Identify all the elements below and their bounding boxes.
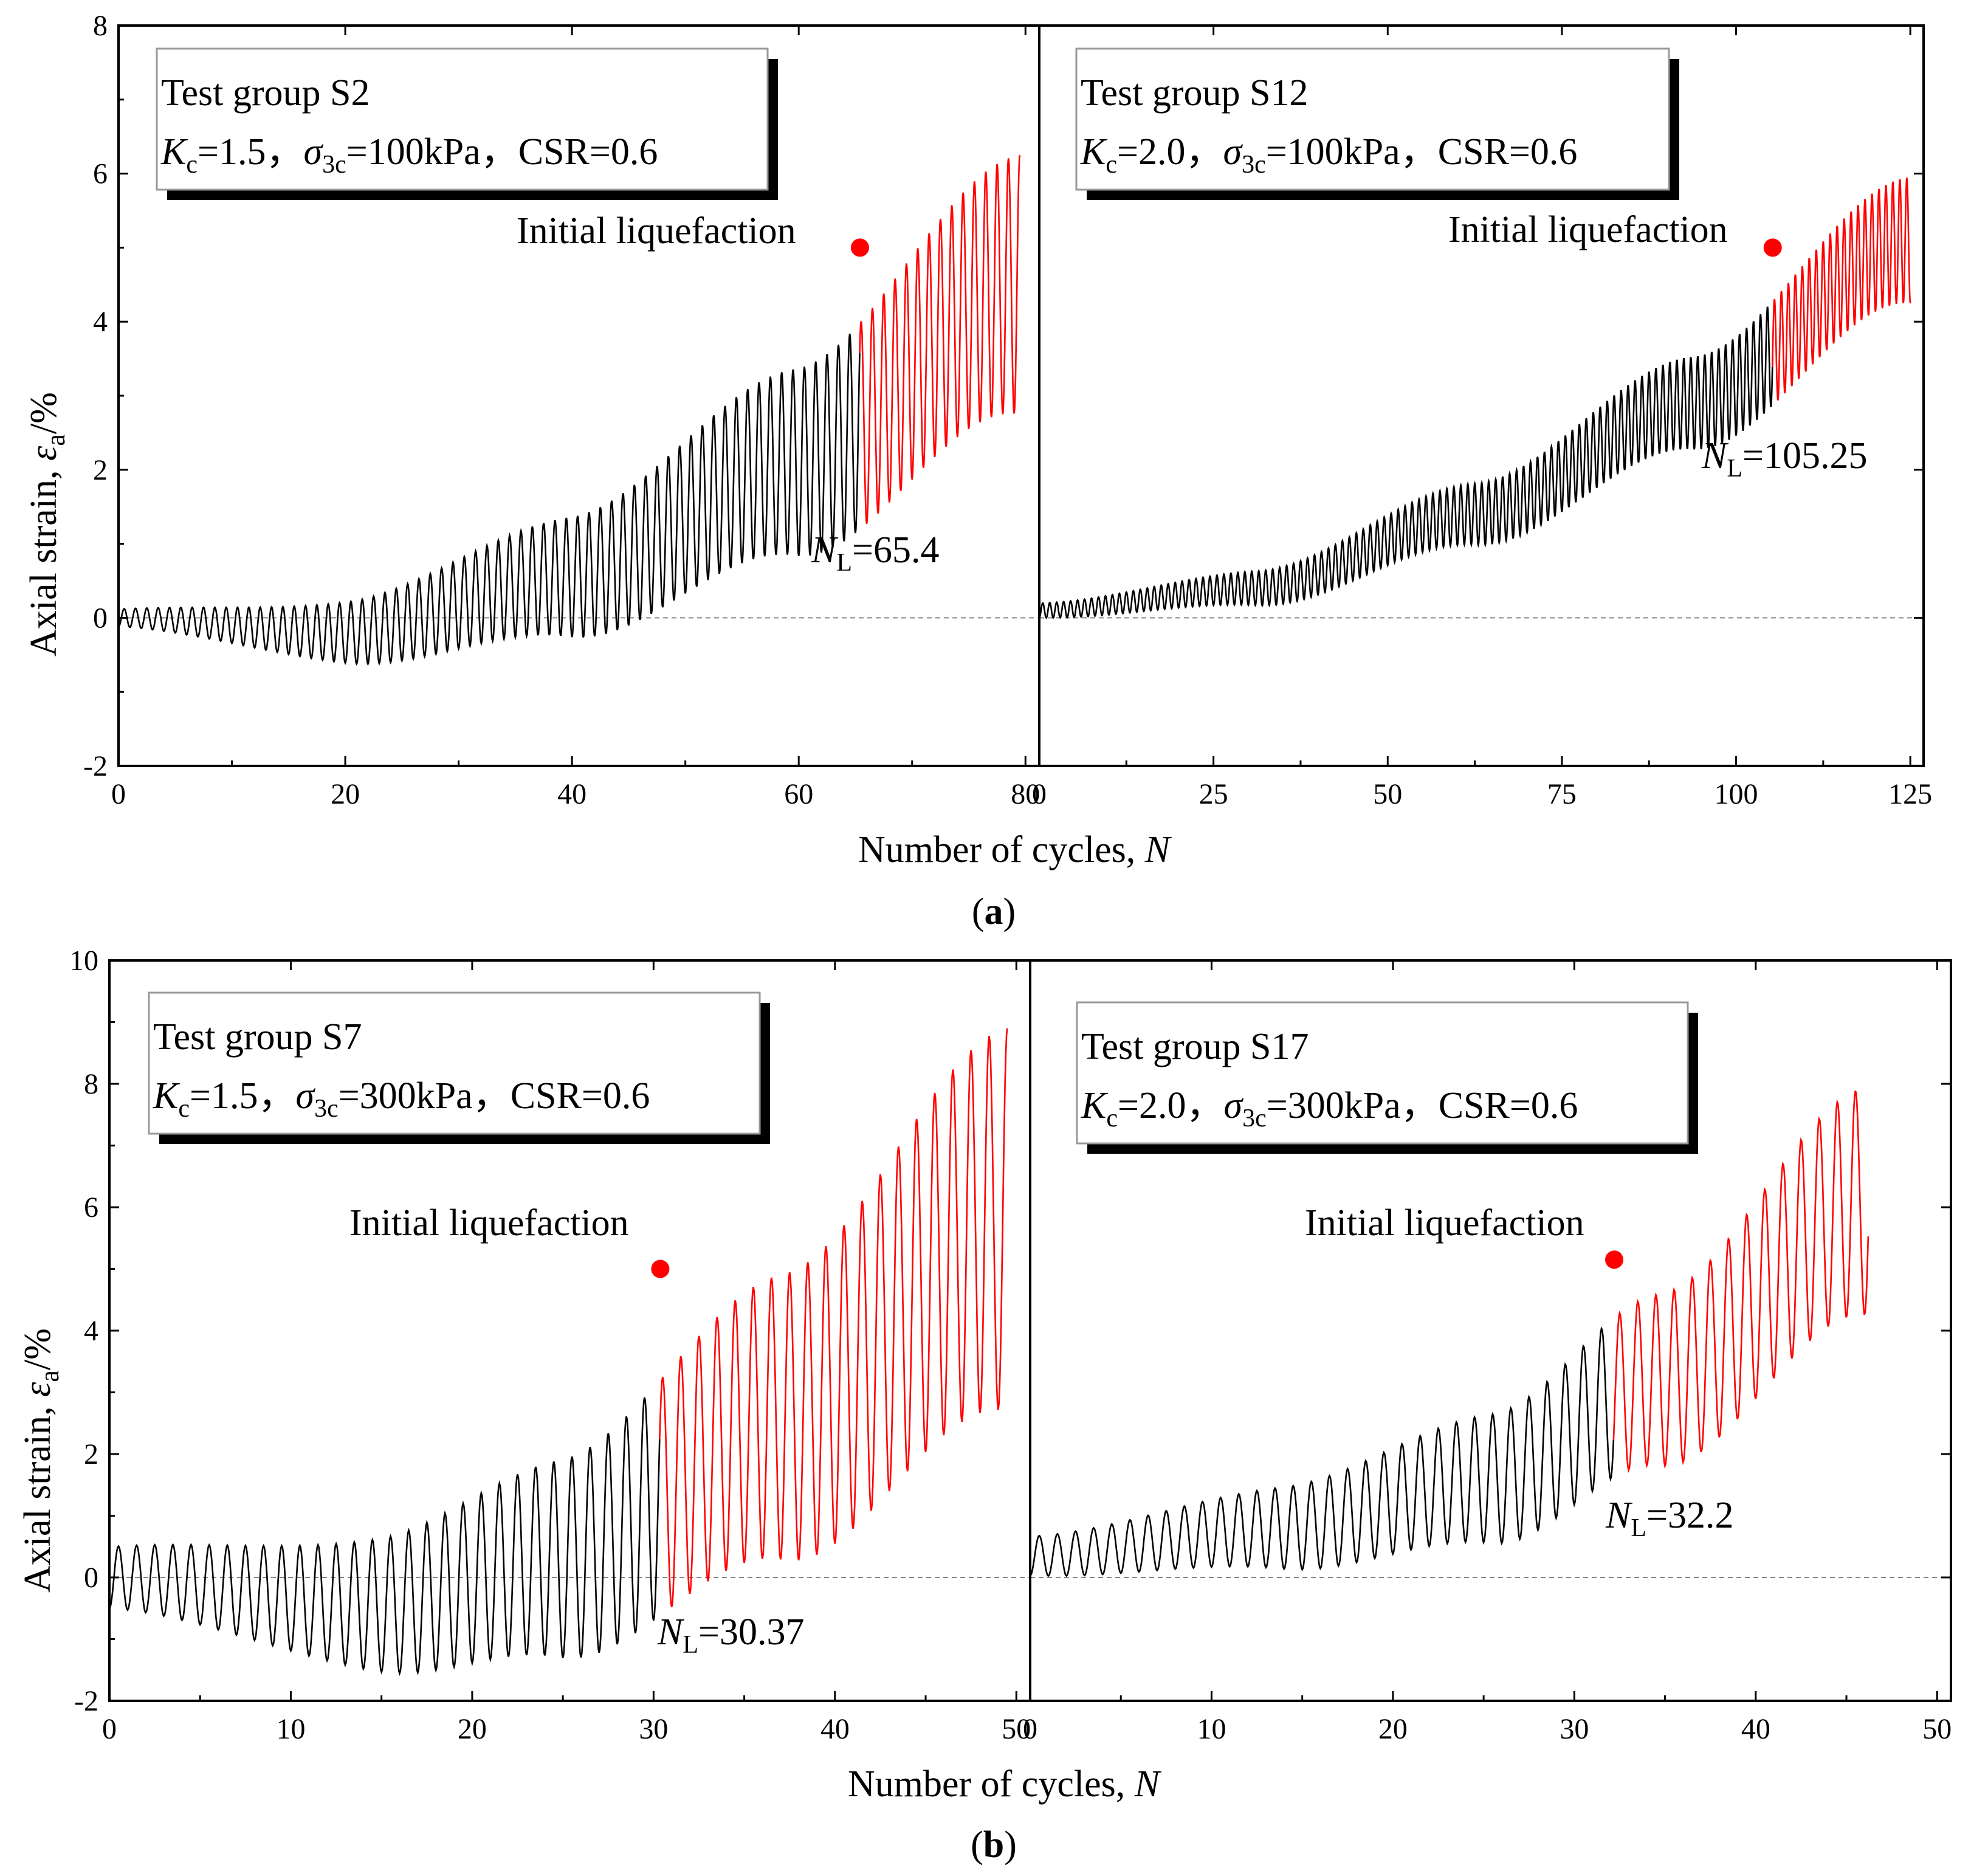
nl-label-s7: NL=30.37 xyxy=(657,1611,804,1659)
legend-title-s7: Test group S7 xyxy=(153,1016,362,1058)
liquefaction-point-s2 xyxy=(850,238,869,257)
annotation-initial-liquefaction-s7: Initial liquefaction xyxy=(349,1202,629,1244)
x-tick-label: 0 xyxy=(102,1713,117,1745)
x-tick-label: 40 xyxy=(820,1713,850,1745)
x-tick-label: 100 xyxy=(1715,778,1758,810)
legend-params-s7: Kc=1.5，σ3c=300kPa，CSR=0.6 xyxy=(153,1075,650,1123)
strain-curve-pre-liquefaction xyxy=(108,1397,661,1677)
curves-a-s2 xyxy=(118,155,1039,666)
y-tick-label: 0 xyxy=(84,1562,98,1594)
x-tick-label: 0 xyxy=(1023,1713,1037,1745)
x-tick-label: 30 xyxy=(639,1713,668,1745)
x-axis-title-a: Number of cycles, N xyxy=(858,829,1172,870)
annotation-initial-liquefaction-s17: Initial liquefaction xyxy=(1305,1202,1584,1244)
x-tick-label: 20 xyxy=(1378,1713,1408,1745)
y-tick-label: 4 xyxy=(84,1315,98,1347)
x-tick-label: 40 xyxy=(1741,1713,1770,1745)
y-tick-label: -2 xyxy=(83,750,108,782)
legend-title-s17: Test group S17 xyxy=(1081,1026,1309,1067)
x-tick-label: 80 xyxy=(1011,778,1040,810)
x-tick-label: 125 xyxy=(1888,778,1932,810)
caption-b: (b) xyxy=(971,1824,1017,1866)
legend-params-s17: Kc=2.0，σ3c=300kPa，CSR=0.6 xyxy=(1081,1085,1578,1132)
y-tick-label: 8 xyxy=(84,1068,98,1100)
legend-box-s2: Test group S2 Kc=1.5，σ3c=100kPa，CSR=0.6 xyxy=(156,47,778,200)
annotation-initial-liquefaction-s2: Initial liquefaction xyxy=(517,210,796,252)
x-tick-label: 10 xyxy=(276,1713,305,1745)
strain-curve-post-liquefaction xyxy=(659,1028,1008,1608)
y-axis-title-b: Axial strain, εa/% xyxy=(17,1328,64,1593)
liquefaction-point-s12 xyxy=(1763,238,1782,257)
strain-curve-post-liquefaction xyxy=(1612,1091,1869,1473)
x-tick-label: 20 xyxy=(331,778,360,810)
panel-frame-a-right xyxy=(1038,24,1925,767)
strain-curve-pre-liquefaction xyxy=(118,333,861,666)
curves-b-s7 xyxy=(108,1028,1030,1677)
legend-params-s2: Kc=1.5，σ3c=100kPa，CSR=0.6 xyxy=(160,131,658,179)
nl-label-s17: NL=32.2 xyxy=(1605,1495,1733,1542)
strain-curve-post-liquefaction xyxy=(859,155,1021,524)
y-tick-label: 0 xyxy=(93,602,108,634)
strain-curve-post-liquefaction xyxy=(1772,177,1911,401)
y-tick-label: -2 xyxy=(74,1685,98,1717)
strain-curve-pre-liquefaction xyxy=(1039,306,1773,619)
legend-title-s12: Test group S12 xyxy=(1081,72,1309,114)
y-tick-label: 6 xyxy=(93,158,108,190)
annotation-initial-liquefaction-s12: Initial liquefaction xyxy=(1448,209,1728,250)
x-tick-label: 0 xyxy=(1032,778,1047,810)
x-tick-label: 0 xyxy=(111,778,126,810)
x-tick-label: 50 xyxy=(1002,1713,1031,1745)
legend-title-s2: Test group S2 xyxy=(161,72,370,114)
legend-box-s7: Test group S7 Kc=1.5，σ3c=300kPa，CSR=0.6 xyxy=(148,991,770,1144)
x-tick-label: 60 xyxy=(784,778,813,810)
x-tick-label: 25 xyxy=(1199,778,1228,810)
y-tick-label: 6 xyxy=(84,1191,98,1224)
caption-a: (a) xyxy=(972,891,1016,932)
x-tick-label: 50 xyxy=(1922,1713,1952,1745)
curves-a-s12 xyxy=(1039,177,1924,619)
x-tick-label: 50 xyxy=(1373,778,1402,810)
y-tick-label: 4 xyxy=(93,306,108,338)
x-tick-label: 40 xyxy=(557,778,586,810)
x-tick-label: 75 xyxy=(1547,778,1577,810)
liquefaction-point-s17 xyxy=(1605,1250,1624,1269)
y-tick-label: 8 xyxy=(93,10,108,42)
y-tick-label: 10 xyxy=(69,945,98,977)
legend-box-s17: Test group S17 Kc=2.0，σ3c=300kPa，CSR=0.6 xyxy=(1076,1001,1698,1154)
x-axis-title-b: Number of cycles, N xyxy=(848,1763,1162,1805)
x-tick-label: 10 xyxy=(1197,1713,1226,1745)
legend-box-s12: Test group S12 Kc=2.0，σ3c=100kPa，CSR=0.6 xyxy=(1075,47,1679,200)
nl-label-s2: NL=65.4 xyxy=(811,529,939,577)
curves-b-s17 xyxy=(1030,1091,1951,1578)
strain-curve-pre-liquefaction xyxy=(1030,1326,1615,1577)
x-tick-label: 30 xyxy=(1560,1713,1589,1745)
x-tick-label: 20 xyxy=(458,1713,487,1745)
y-tick-label: 2 xyxy=(84,1438,98,1470)
liquefaction-point-s7 xyxy=(651,1260,670,1278)
nl-label-s12: NL=105.25 xyxy=(1701,435,1867,483)
legend-params-s12: Kc=2.0，σ3c=100kPa，CSR=0.6 xyxy=(1080,131,1577,179)
y-axis-title-a: Axial strain, εa/% xyxy=(23,392,71,657)
y-tick-label: 2 xyxy=(93,454,108,486)
